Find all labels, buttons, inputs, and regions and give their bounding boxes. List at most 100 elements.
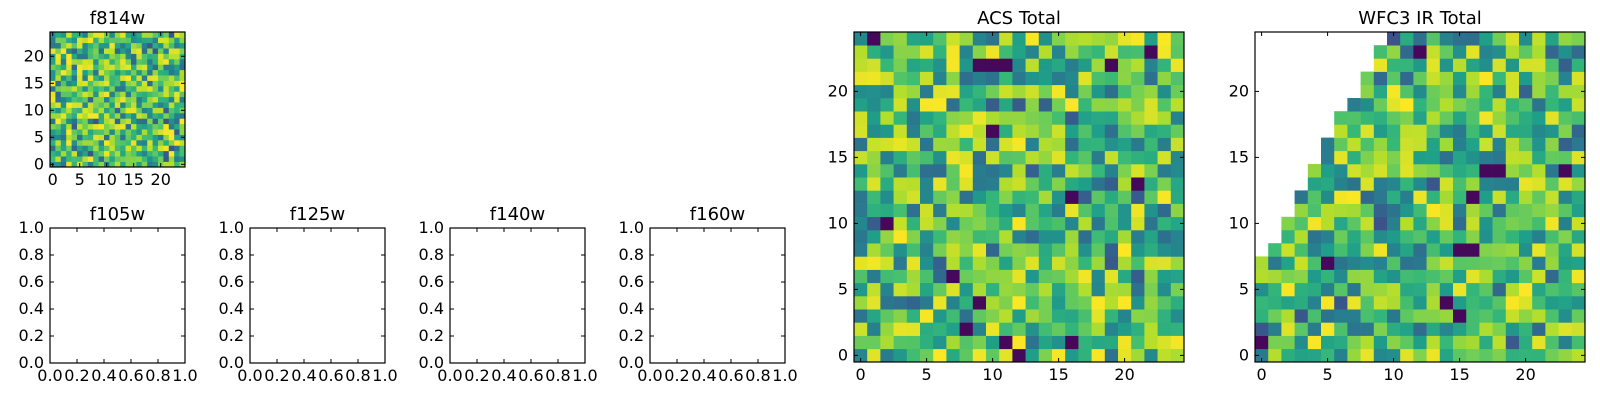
heatmap-cell — [1545, 71, 1559, 86]
heatmap-cell — [1038, 111, 1053, 125]
heatmap-cell — [1466, 98, 1480, 112]
heatmap-cell — [66, 102, 72, 108]
heatmap-cell — [933, 322, 947, 336]
heatmap-cell — [1157, 230, 1172, 244]
heatmap-cell — [1118, 45, 1132, 59]
heatmap-cell — [972, 177, 987, 191]
heatmap-cell — [136, 86, 143, 92]
heatmap-cell — [1466, 71, 1480, 86]
heatmap-cell — [1571, 296, 1586, 310]
heatmap-cell — [1479, 58, 1493, 72]
heatmap-cell — [55, 102, 62, 108]
heatmap-cell — [867, 58, 881, 72]
heatmap-cell — [1078, 322, 1092, 336]
heatmap-cell — [1025, 177, 1040, 191]
heatmap-cell — [98, 75, 105, 81]
heatmap-cell — [1360, 84, 1375, 99]
heatmap-cell — [1091, 45, 1106, 59]
y-tick-label: 0.4 — [219, 299, 244, 318]
heatmap-cell — [986, 296, 1000, 310]
heatmap-cell — [1360, 203, 1375, 218]
x-tick-label: 0.2 — [664, 366, 689, 385]
heatmap-cell — [1307, 335, 1322, 350]
heatmap-cell — [179, 91, 186, 98]
heatmap-cell — [152, 161, 159, 168]
heatmap-cell — [1532, 45, 1546, 59]
heatmap-cell — [82, 134, 89, 141]
heatmap-cell — [1505, 322, 1520, 336]
heatmap-cell — [152, 42, 159, 49]
heatmap-cell — [1268, 309, 1282, 323]
heatmap-cell — [1479, 98, 1493, 112]
heatmap-cell — [1571, 71, 1586, 86]
heatmap-cell — [141, 102, 148, 108]
heatmap-cell — [1519, 216, 1533, 231]
heatmap-cell — [1545, 203, 1559, 218]
heatmap-cell — [1558, 150, 1573, 165]
heatmap-cell — [1492, 58, 1507, 72]
heatmap-cell — [1466, 32, 1480, 46]
heatmap-cell — [82, 86, 89, 92]
heatmap-cell — [906, 45, 921, 59]
heatmap-cell — [141, 150, 148, 157]
heatmap-cell — [158, 59, 164, 65]
heatmap-cell — [999, 71, 1013, 86]
heatmap-cell — [104, 107, 110, 114]
y-tick-label: 0.2 — [419, 326, 444, 345]
heatmap-cell — [179, 145, 186, 152]
heatmap-cell — [87, 42, 94, 49]
heatmap-cell — [1413, 111, 1427, 125]
heatmap-cell — [158, 53, 164, 60]
heatmap-cell — [1519, 71, 1533, 86]
heatmap-cell — [854, 150, 868, 165]
heatmap-cell — [136, 91, 143, 98]
heatmap-cell — [1466, 322, 1480, 336]
heatmap-cell — [1104, 190, 1119, 204]
heatmap-cell — [104, 80, 110, 87]
heatmap-cell — [114, 86, 121, 92]
heatmap-cell — [125, 113, 132, 119]
heatmap-cell — [82, 80, 89, 87]
heatmap-cell — [1321, 282, 1335, 297]
x-tick-label: 0.0 — [637, 366, 662, 385]
heatmap-cell — [1334, 230, 1348, 244]
heatmap-cell — [141, 140, 148, 146]
heatmap-cell — [1439, 269, 1454, 284]
heatmap-cell — [959, 45, 974, 59]
heatmap-cell — [50, 37, 56, 44]
heatmap-cell — [168, 129, 175, 135]
heatmap-cell — [131, 156, 137, 162]
heatmap-cell — [906, 177, 921, 191]
heatmap-cell — [933, 71, 947, 86]
heatmap-cell — [87, 107, 94, 114]
heatmap-cell — [1038, 177, 1053, 191]
heatmap-cell — [71, 86, 78, 92]
heatmap-cell — [893, 256, 908, 270]
heatmap-cell — [98, 91, 105, 98]
heatmap-cell — [1268, 269, 1282, 284]
heatmap-cell — [946, 124, 960, 138]
heatmap-cell — [1078, 243, 1092, 257]
heatmap-cell — [55, 80, 62, 87]
heatmap-cell — [1453, 256, 1467, 270]
axes-frame-wfc3-ir-total — [1254, 31, 1586, 363]
heatmap-cell — [1400, 84, 1414, 99]
heatmap-cell — [986, 84, 1000, 99]
y-tick-label: 1.0 — [19, 218, 44, 237]
heatmap-cell — [1571, 150, 1586, 165]
heatmap-cell — [66, 91, 72, 98]
heatmap-cell — [120, 140, 126, 146]
heatmap-cell — [1453, 190, 1467, 204]
heatmap-cell — [1294, 230, 1309, 244]
heatmap-cell — [1170, 216, 1185, 231]
heatmap-cell — [959, 84, 974, 99]
heatmap-cell — [1545, 32, 1559, 46]
y-tick-label: 0.0 — [419, 353, 444, 372]
heatmap-cell — [1373, 98, 1388, 112]
heatmap-cell — [71, 140, 78, 146]
heatmap-cell — [1012, 322, 1026, 336]
ticks-f105w: 0.0 0.2 0.4 0.6 0.8 1.00.00.20.40.60.81.0 — [19, 218, 198, 385]
heatmap-cell — [1321, 230, 1335, 244]
heatmap-cell — [55, 96, 62, 103]
heatmap-cell — [1479, 177, 1493, 191]
